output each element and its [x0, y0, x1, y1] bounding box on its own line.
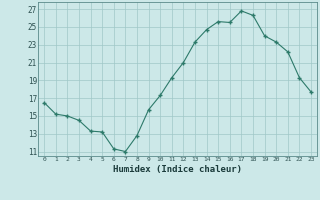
X-axis label: Humidex (Indice chaleur): Humidex (Indice chaleur) — [113, 165, 242, 174]
